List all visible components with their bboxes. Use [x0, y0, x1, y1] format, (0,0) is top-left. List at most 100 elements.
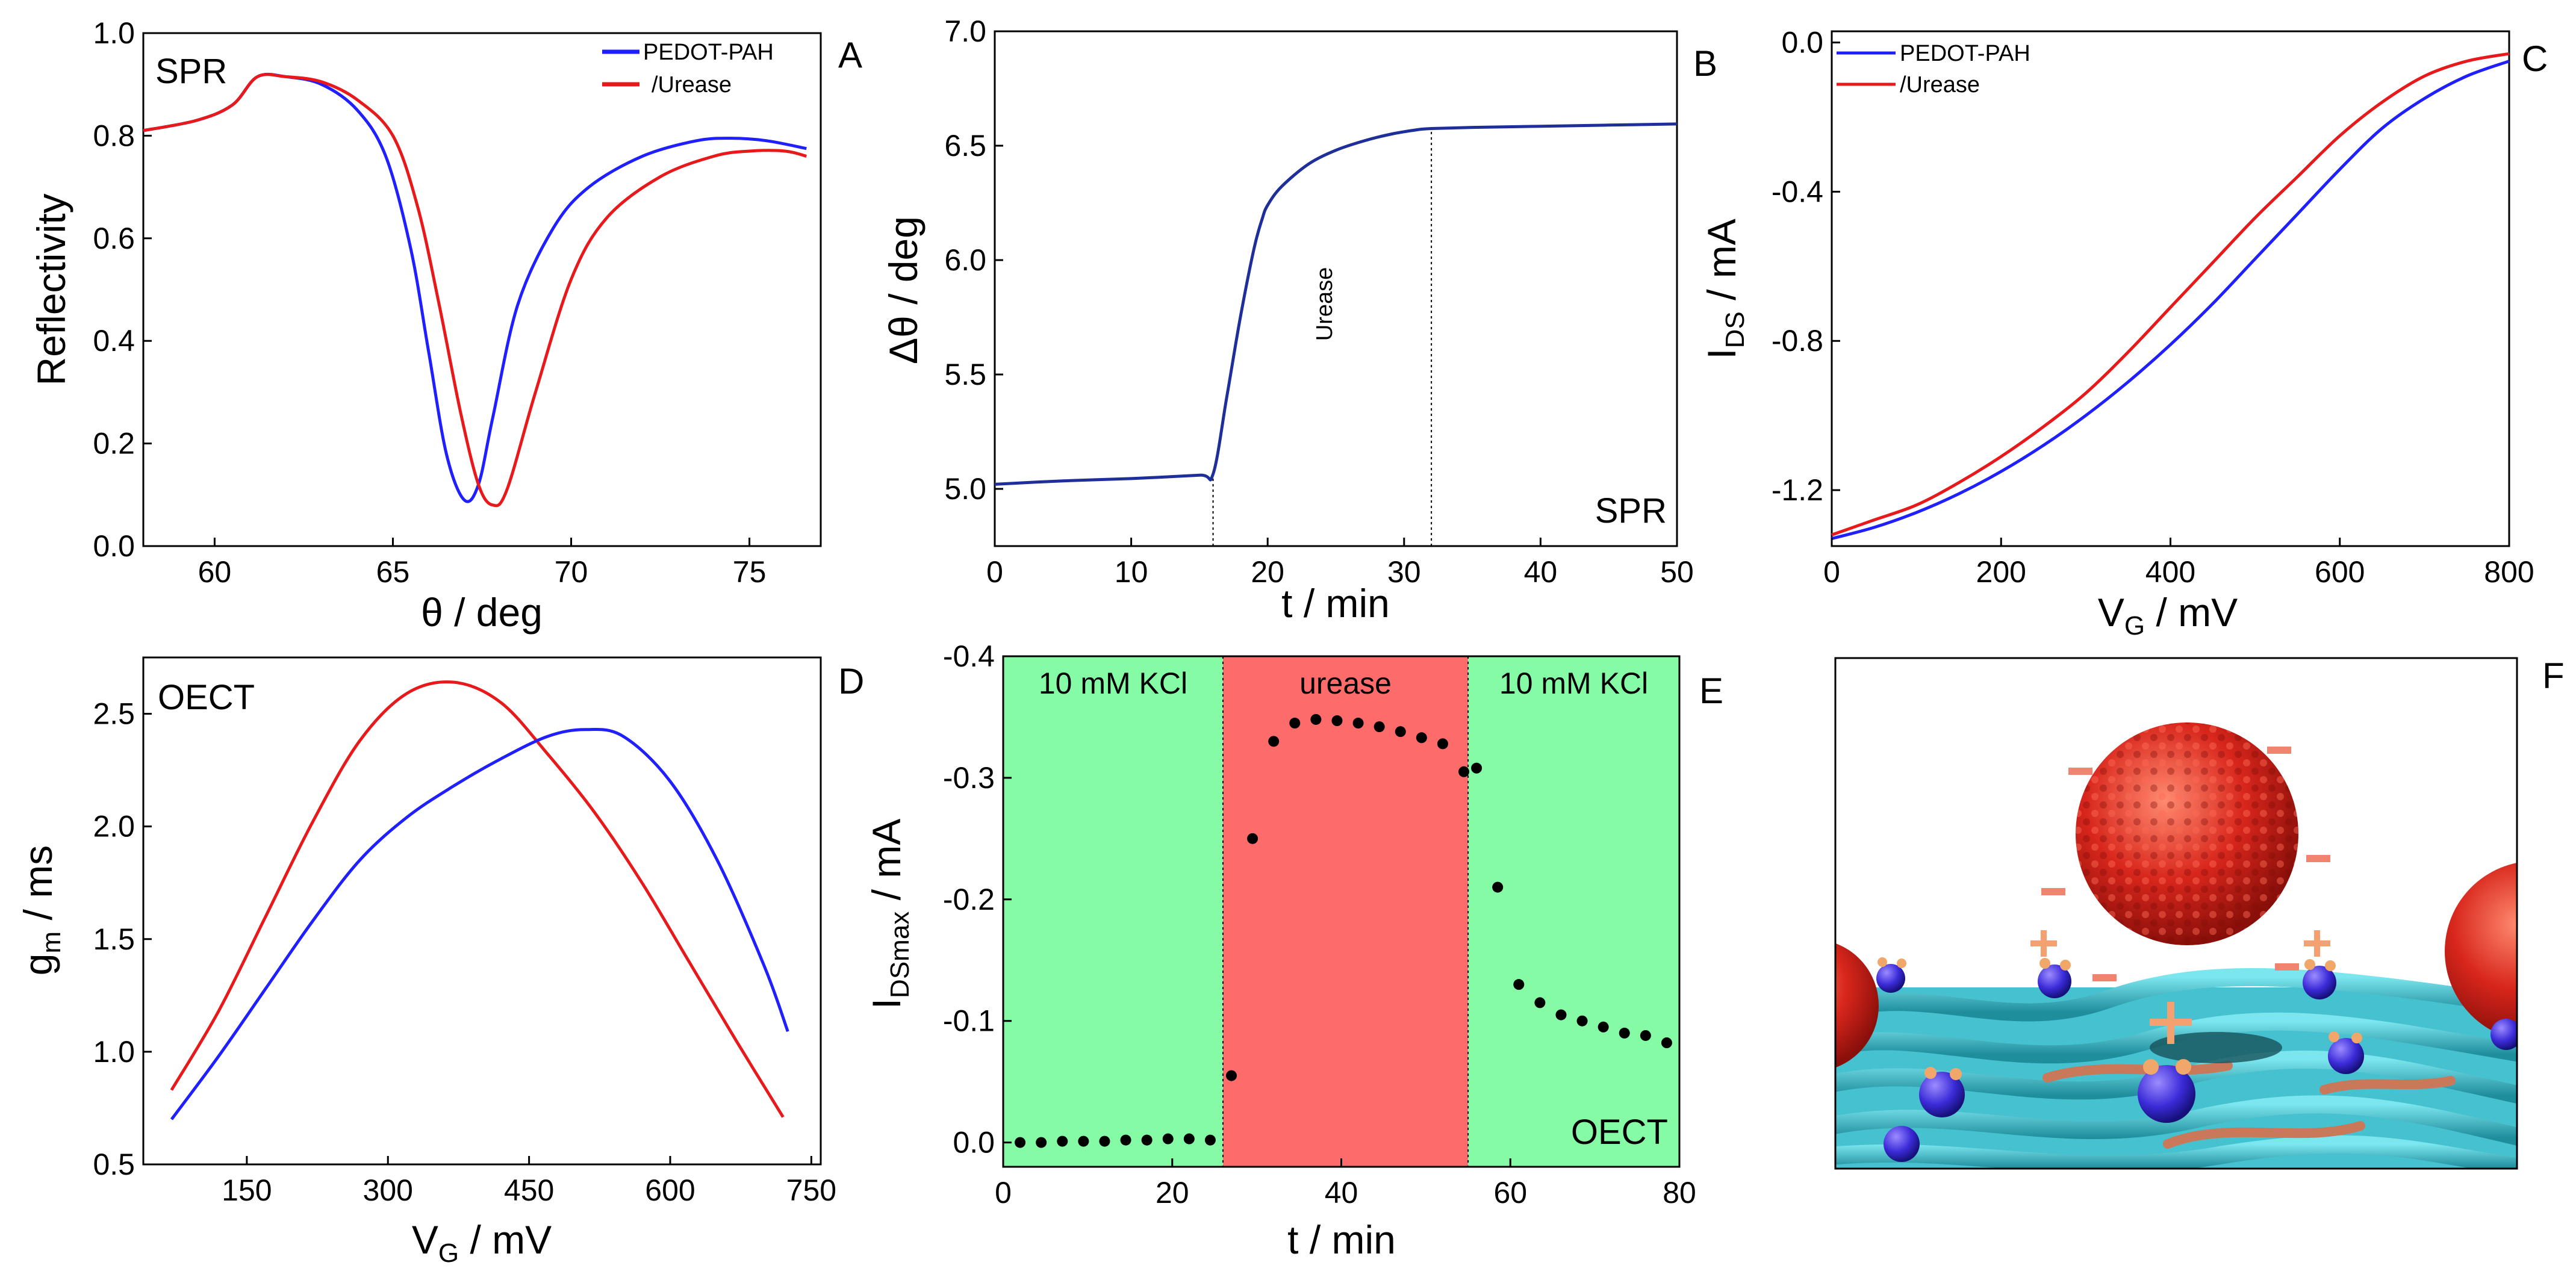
panel-a-x-axis-label: θ / deg [421, 590, 543, 635]
x-tick-label: 40 [1524, 555, 1558, 589]
polymer-fiber-2 [1835, 1012, 2517, 1064]
data-point [1661, 1037, 1672, 1049]
x-tick-label: 400 [2145, 555, 2195, 589]
ion [2038, 965, 2071, 998]
series-line [170, 727, 789, 1120]
h-atom [1897, 958, 1906, 968]
y-tick-label: 0.4 [93, 324, 135, 358]
x-tick-label: 50 [1660, 555, 1694, 589]
panel-f-letter: F [2542, 656, 2565, 696]
data-point [1352, 718, 1364, 729]
data-point [1492, 881, 1504, 893]
x-tick-label: 75 [733, 555, 767, 589]
y-label-main: I [864, 998, 909, 1009]
series-line [143, 72, 807, 503]
y-label-unit: / ms [16, 845, 60, 931]
y-label-sub: DS [1720, 311, 1750, 348]
region-label: urease [1299, 666, 1392, 700]
h-atom [1924, 1067, 1937, 1079]
panel-b-annotation: Urease [1312, 267, 1337, 341]
panel-a-corner-label: SPR [155, 52, 227, 91]
legend-label-pedot-pah: PEDOT-PAH [643, 40, 774, 65]
h-atom [1950, 1068, 1962, 1080]
panel-b-letter: B [1693, 43, 1717, 84]
data-point [1268, 736, 1280, 747]
data-point [1416, 732, 1427, 744]
panel-d-y-ticks: 0.5 1.0 1.5 2.0 2.5 [93, 697, 152, 1181]
panel-a-x-ticks: 60 65 70 75 [198, 538, 767, 589]
x-tick-label: 65 [376, 555, 410, 589]
data-point [1078, 1135, 1089, 1147]
y-tick-label: 6.0 [944, 243, 986, 277]
x-tick-label: 0 [1823, 555, 1840, 589]
y-label-unit: / mA [864, 819, 909, 912]
data-point [1120, 1134, 1131, 1146]
x-tick-label: 40 [1325, 1176, 1358, 1210]
data-point [1458, 766, 1470, 777]
panel-a-plot-area [143, 72, 807, 508]
panel-c: 0 200 400 600 800 0.0 -0.4 -0.8 -1.2 VG / mV ID… [1699, 26, 2548, 641]
data-point [1057, 1135, 1068, 1147]
copper-chain-1 [2042, 1061, 2233, 1083]
panel-f-illustration [1835, 722, 2517, 1169]
legend-label-urease: /Urease [1900, 72, 1980, 98]
panel-e-corner-label: OECT [1571, 1113, 1668, 1152]
data-point [1555, 1009, 1567, 1020]
data-point [1204, 1134, 1216, 1146]
panel-a-frame [142, 32, 822, 547]
y-tick-label: 7.0 [944, 14, 986, 48]
minus-sign [2306, 855, 2330, 862]
x-label-sub: G [438, 1238, 459, 1268]
panel-c-x-axis-label: VG / mV [2098, 590, 2238, 641]
panel-d-x-ticks: 150 300 450 600 750 [222, 1156, 836, 1207]
data-point [1015, 1137, 1026, 1148]
panel-f: F [1834, 656, 2565, 1170]
panel-c-plot-area [1831, 52, 2510, 541]
data-point [1310, 713, 1322, 725]
minus-sign [2068, 768, 2092, 775]
x-label-unit: / mV [2145, 590, 2238, 635]
panel-e-letter: E [1699, 671, 1723, 711]
data-point [1576, 1015, 1588, 1027]
ion-hydrogen-atoms [1878, 957, 2362, 1080]
region-band [1222, 656, 1469, 1167]
data-point [1437, 738, 1448, 750]
surface-charges-negative [2041, 747, 2330, 981]
y-tick-label: -0.2 [943, 883, 995, 916]
data-point [1141, 1134, 1153, 1146]
panel-b-y-axis-label: Δθ / deg [881, 216, 926, 364]
y-label-main: g [16, 953, 60, 975]
y-tick-label: 0.2 [93, 427, 135, 461]
series-line [170, 680, 785, 1118]
x-label-unit: / mV [459, 1217, 552, 1262]
series-line [994, 122, 1678, 486]
panel-d-letter: D [838, 661, 864, 701]
x-tick-label: 60 [1493, 1176, 1527, 1210]
polymer-fiber-4 [1835, 1095, 2517, 1146]
plus-sign-v [2314, 930, 2320, 957]
polymer-fiber-5 [1835, 1135, 2517, 1169]
data-point [1513, 979, 1525, 990]
panel-b-x-axis-label: t / min [1281, 581, 1390, 626]
film-cavity [2150, 1032, 2282, 1063]
region-label: 10 mM KCl [1499, 666, 1648, 700]
y-tick-label: -0.8 [1772, 324, 1823, 358]
data-point [1162, 1133, 1174, 1145]
panel-a-legend: PEDOT-PAH /Urease [602, 40, 774, 98]
panel-e-x-axis-label: t / min [1287, 1217, 1396, 1262]
y-tick-label: 0.8 [93, 119, 135, 152]
panel-e-regions: 10 mM KCl urease 10 mM KCl [1003, 656, 1679, 1167]
urease-particle-left [1835, 943, 1879, 1068]
y-tick-label: 5.0 [944, 472, 986, 506]
panel-c-letter: C [2522, 39, 2548, 79]
panel-e: 10 mM KCl urease 10 mM KCl 0 20 40 60 80 0.0 -0… [864, 639, 1723, 1262]
x-tick-label: 80 [1663, 1176, 1696, 1210]
series-line [143, 73, 807, 508]
data-point [1471, 762, 1482, 774]
panel-b: 0 10 20 30 40 50 5.0 5.5 6.0 6.5 7.0 t / min Δθ /… [881, 14, 1717, 626]
y-label-main: I [1699, 348, 1744, 359]
h-atom [2060, 960, 2071, 971]
data-point [1331, 715, 1343, 727]
panel-d-plot-area [170, 680, 789, 1120]
